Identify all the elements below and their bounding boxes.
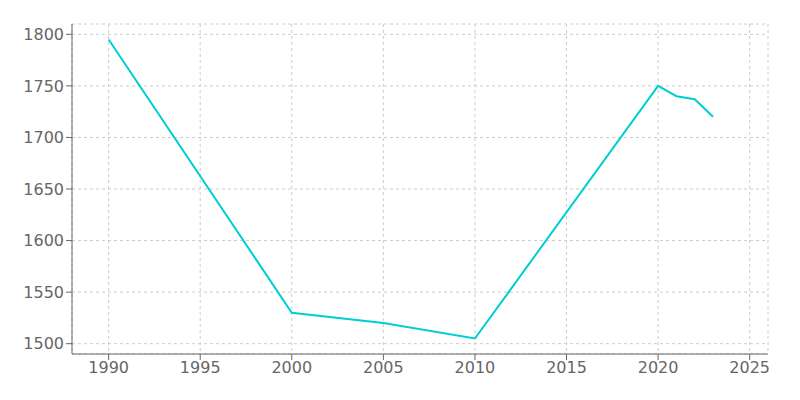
svg-text:1995: 1995 bbox=[180, 358, 221, 377]
svg-text:2025: 2025 bbox=[729, 358, 770, 377]
svg-text:1990: 1990 bbox=[88, 358, 129, 377]
svg-text:2020: 2020 bbox=[638, 358, 679, 377]
svg-text:1600: 1600 bbox=[23, 231, 64, 250]
svg-text:2010: 2010 bbox=[455, 358, 496, 377]
svg-text:1550: 1550 bbox=[23, 283, 64, 302]
svg-text:1500: 1500 bbox=[23, 334, 64, 353]
svg-text:2015: 2015 bbox=[546, 358, 587, 377]
svg-text:2000: 2000 bbox=[271, 358, 312, 377]
svg-text:1800: 1800 bbox=[23, 25, 64, 44]
svg-text:1650: 1650 bbox=[23, 180, 64, 199]
svg-text:1700: 1700 bbox=[23, 128, 64, 147]
svg-text:1750: 1750 bbox=[23, 77, 64, 96]
svg-text:2005: 2005 bbox=[363, 358, 404, 377]
